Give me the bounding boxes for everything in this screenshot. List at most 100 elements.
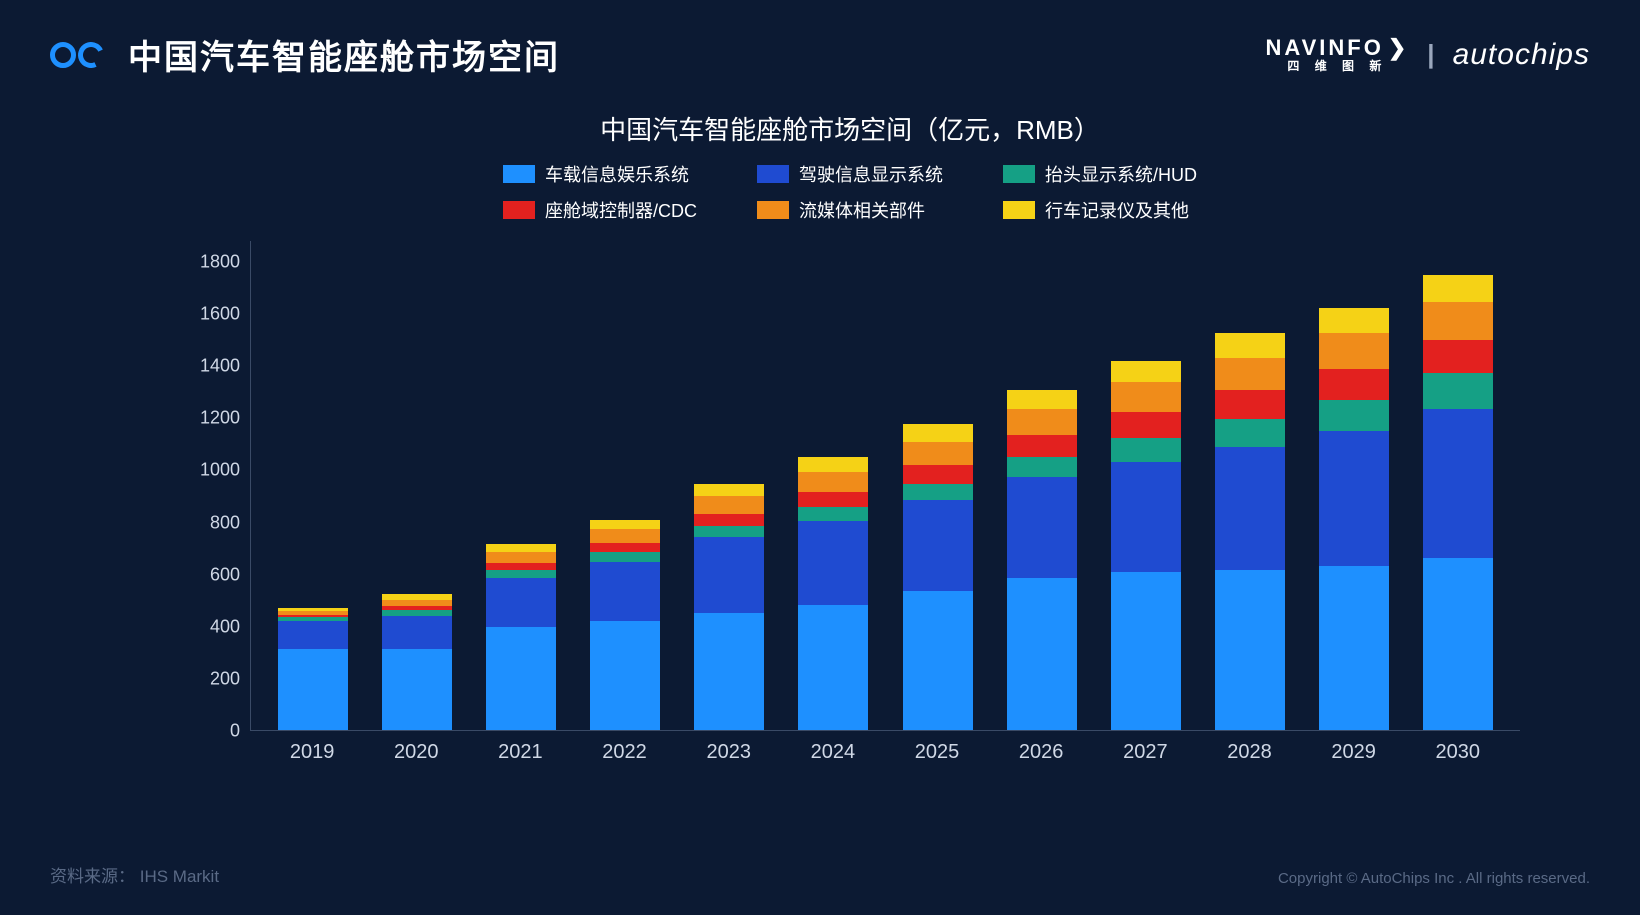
- bar-segment: [798, 521, 868, 605]
- bar-segment: [590, 562, 660, 622]
- y-tick-label: 1000: [200, 460, 240, 481]
- bar-segment: [694, 484, 764, 496]
- legend-label: 座舱域控制器/CDC: [545, 197, 697, 223]
- y-tick-label: 600: [210, 564, 240, 585]
- y-tick-label: 1800: [200, 252, 240, 273]
- bar-segment: [694, 537, 764, 613]
- chevron-right-icon: ❯: [1388, 36, 1409, 60]
- legend-label: 抬头显示系统/HUD: [1045, 161, 1197, 187]
- x-axis: 2019202020212022202320242025202620272028…: [250, 731, 1520, 771]
- bar-segment: [1423, 409, 1493, 557]
- bar-segment: [1007, 390, 1077, 409]
- bar-segment: [798, 492, 868, 507]
- x-tick-label: 2027: [1110, 741, 1180, 764]
- bar-segment: [278, 621, 348, 648]
- bar-segment: [903, 424, 973, 442]
- page-title: 中国汽车智能座舱市场空间: [128, 30, 560, 79]
- chart-area: 中国汽车智能座舱市场空间（亿元，RMB） 车载信息娱乐系统 驾驶信息显示系统 抬头显…: [180, 110, 1520, 810]
- plot-wrap: 180016001400120010008006004002000 201920…: [180, 241, 1520, 771]
- y-tick-label: 1400: [200, 356, 240, 377]
- legend-item: 车载信息娱乐系统: [503, 161, 697, 187]
- logo-divider: |: [1427, 39, 1434, 70]
- x-tick-label: 2023: [694, 741, 764, 764]
- header-left: 中国汽车智能座舱市场空间: [50, 30, 560, 79]
- plot: [250, 241, 1520, 731]
- bar-segment: [903, 442, 973, 465]
- bar-column: [486, 544, 556, 730]
- bar-segment: [278, 649, 348, 731]
- bar-segment: [694, 526, 764, 537]
- bar-segment: [590, 543, 660, 553]
- legend-item: 座舱域控制器/CDC: [503, 197, 697, 223]
- legend-swatch-icon: [757, 165, 789, 183]
- bar-segment: [1111, 361, 1181, 383]
- y-tick-label: 400: [210, 616, 240, 637]
- bar-segment: [903, 484, 973, 500]
- bar-segment: [1423, 373, 1493, 410]
- bar-column: [1111, 361, 1181, 730]
- chart-legend: 车载信息娱乐系统 驾驶信息显示系统 抬头显示系统/HUD 座舱域控制器/CDC 流媒体相…: [180, 161, 1520, 223]
- legend-label: 行车记录仪及其他: [1045, 197, 1189, 223]
- bar-segment: [1215, 390, 1285, 419]
- bar-segment: [590, 520, 660, 530]
- x-tick-label: 2026: [1006, 741, 1076, 764]
- bar-segment: [382, 649, 452, 731]
- bar-segment: [1423, 275, 1493, 302]
- legend-label: 流媒体相关部件: [799, 197, 925, 223]
- legend-item: 驾驶信息显示系统: [757, 161, 943, 187]
- bar-segment: [903, 500, 973, 591]
- bar-segment: [1319, 431, 1389, 565]
- bar-segment: [590, 621, 660, 730]
- legend-item: 流媒体相关部件: [757, 197, 943, 223]
- oc-logo-icon: [50, 42, 104, 68]
- bar-segment: [1007, 435, 1077, 457]
- bar-segment: [486, 563, 556, 570]
- bar-segment: [590, 552, 660, 562]
- footer-copyright: Copyright © AutoChips Inc . All rights r…: [1278, 870, 1590, 887]
- y-tick-label: 800: [210, 512, 240, 533]
- bar-segment: [1319, 566, 1389, 730]
- legend-item: 行车记录仪及其他: [1003, 197, 1197, 223]
- bar-segment: [798, 472, 868, 492]
- chart-title: 中国汽车智能座舱市场空间（亿元，RMB）: [180, 110, 1520, 147]
- legend-swatch-icon: [503, 165, 535, 183]
- bar-segment: [1007, 477, 1077, 578]
- navinfo-subtext: 四 维 图 新: [1265, 60, 1409, 73]
- bar-segment: [1319, 308, 1389, 334]
- bar-segment: [1111, 572, 1181, 730]
- x-tick-label: 2028: [1214, 741, 1284, 764]
- bar-segment: [903, 465, 973, 484]
- header: 中国汽车智能座舱市场空间 NAVINFO ❯ 四 维 图 新 | autochi…: [0, 0, 1640, 89]
- navinfo-text: NAVINFO: [1265, 36, 1383, 60]
- x-tick-label: 2022: [590, 741, 660, 764]
- bar-segment: [382, 616, 452, 649]
- bar-segment: [1423, 302, 1493, 340]
- bar-segment: [1423, 340, 1493, 373]
- x-tick-label: 2024: [798, 741, 868, 764]
- bar-segment: [1423, 558, 1493, 731]
- y-tick-label: 1600: [200, 304, 240, 325]
- bar-segment: [486, 578, 556, 627]
- bar-segment: [1215, 447, 1285, 569]
- bar-column: [278, 608, 348, 730]
- bar-column: [903, 424, 973, 730]
- legend-swatch-icon: [1003, 165, 1035, 183]
- bar-segment: [1111, 382, 1181, 412]
- bar-segment: [486, 627, 556, 730]
- bar-column: [1423, 275, 1493, 730]
- bar-segment: [1007, 578, 1077, 730]
- bar-segment: [1319, 369, 1389, 400]
- bar-segment: [590, 529, 660, 543]
- bar-segment: [694, 514, 764, 526]
- bar-segment: [1007, 409, 1077, 435]
- bar-column: [1319, 308, 1389, 730]
- bar-segment: [382, 600, 452, 607]
- header-right: NAVINFO ❯ 四 维 图 新 | autochips: [1265, 36, 1590, 73]
- bar-segment: [694, 496, 764, 514]
- bar-segment: [798, 507, 868, 521]
- y-tick-label: 1200: [200, 408, 240, 429]
- bar-segment: [486, 544, 556, 552]
- x-tick-label: 2029: [1319, 741, 1389, 764]
- y-tick-label: 0: [230, 720, 240, 741]
- bar-segment: [486, 570, 556, 578]
